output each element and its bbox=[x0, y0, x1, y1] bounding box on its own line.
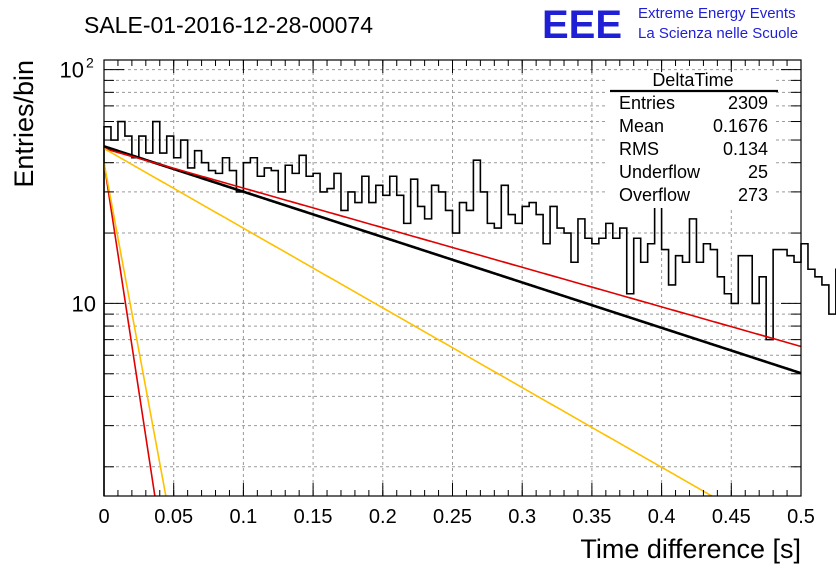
x-tick-label: 0.45 bbox=[712, 506, 751, 528]
x-tick-label: 0.25 bbox=[433, 506, 472, 528]
x-tick-label: 0.15 bbox=[294, 506, 333, 528]
fit-curve-3 bbox=[103, 162, 156, 497]
eee-logo-mark: EEE bbox=[542, 3, 622, 47]
y-tick-label: 10 bbox=[72, 291, 96, 316]
eee-logo-line1: Extreme Energy Events bbox=[638, 5, 796, 22]
x-tick-label: 0.3 bbox=[508, 506, 536, 528]
y-axis-title: Entries/bin bbox=[9, 60, 39, 188]
fit-curve-4 bbox=[103, 162, 167, 497]
axis-ticks bbox=[103, 60, 802, 496]
stats-label-mean: Mean bbox=[619, 116, 664, 136]
fit-curve-0 bbox=[103, 145, 802, 375]
y-tick-exponent: 2 bbox=[86, 55, 94, 71]
x-tick-label: 0 bbox=[98, 506, 109, 528]
x-tick-label: 0.1 bbox=[229, 506, 257, 528]
stats-label-overflow: Overflow bbox=[619, 185, 691, 205]
stats-value-rms: 0.134 bbox=[723, 139, 768, 159]
stats-value-underflow: 25 bbox=[748, 162, 768, 182]
x-tick-label: 0.05 bbox=[154, 506, 193, 528]
x-tick-label: 0.5 bbox=[787, 506, 815, 528]
eee-logo-line2: La Scienza nelle Scuole bbox=[638, 25, 798, 42]
stats-label-entries: Entries bbox=[619, 93, 675, 113]
histogram-line bbox=[103, 120, 836, 496]
stats-box: DeltaTime Entries 2309 Mean 0.1676 RMS 0… bbox=[606, 70, 778, 208]
stats-label-underflow: Underflow bbox=[619, 162, 701, 182]
fit-curves bbox=[103, 145, 802, 497]
stats-value-overflow: 273 bbox=[738, 185, 768, 205]
eee-logo: EEE Extreme Energy Events La Scienza nel… bbox=[542, 3, 798, 47]
x-axis-title: Time difference [s] bbox=[580, 534, 801, 564]
stats-box-bg bbox=[606, 72, 776, 208]
x-tick-labels: 0 0.05 0.1 0.15 0.2 0.25 0.3 0.35 0.4 0.45 0.5 bbox=[98, 506, 814, 528]
stats-label-rms: RMS bbox=[619, 139, 659, 159]
y-tick-label: 10 bbox=[60, 58, 84, 83]
chart-title: SALE-01-2016-12-28-00074 bbox=[84, 12, 373, 38]
x-tick-label: 0.4 bbox=[648, 506, 676, 528]
stats-value-entries: 2309 bbox=[728, 93, 768, 113]
fit-curve-1 bbox=[103, 147, 802, 348]
x-tick-label: 0.2 bbox=[369, 506, 397, 528]
fit-curve-2 bbox=[103, 147, 713, 497]
stats-name: DeltaTime bbox=[652, 70, 733, 90]
stats-value-mean: 0.1676 bbox=[713, 116, 768, 136]
x-tick-label: 0.35 bbox=[572, 506, 611, 528]
